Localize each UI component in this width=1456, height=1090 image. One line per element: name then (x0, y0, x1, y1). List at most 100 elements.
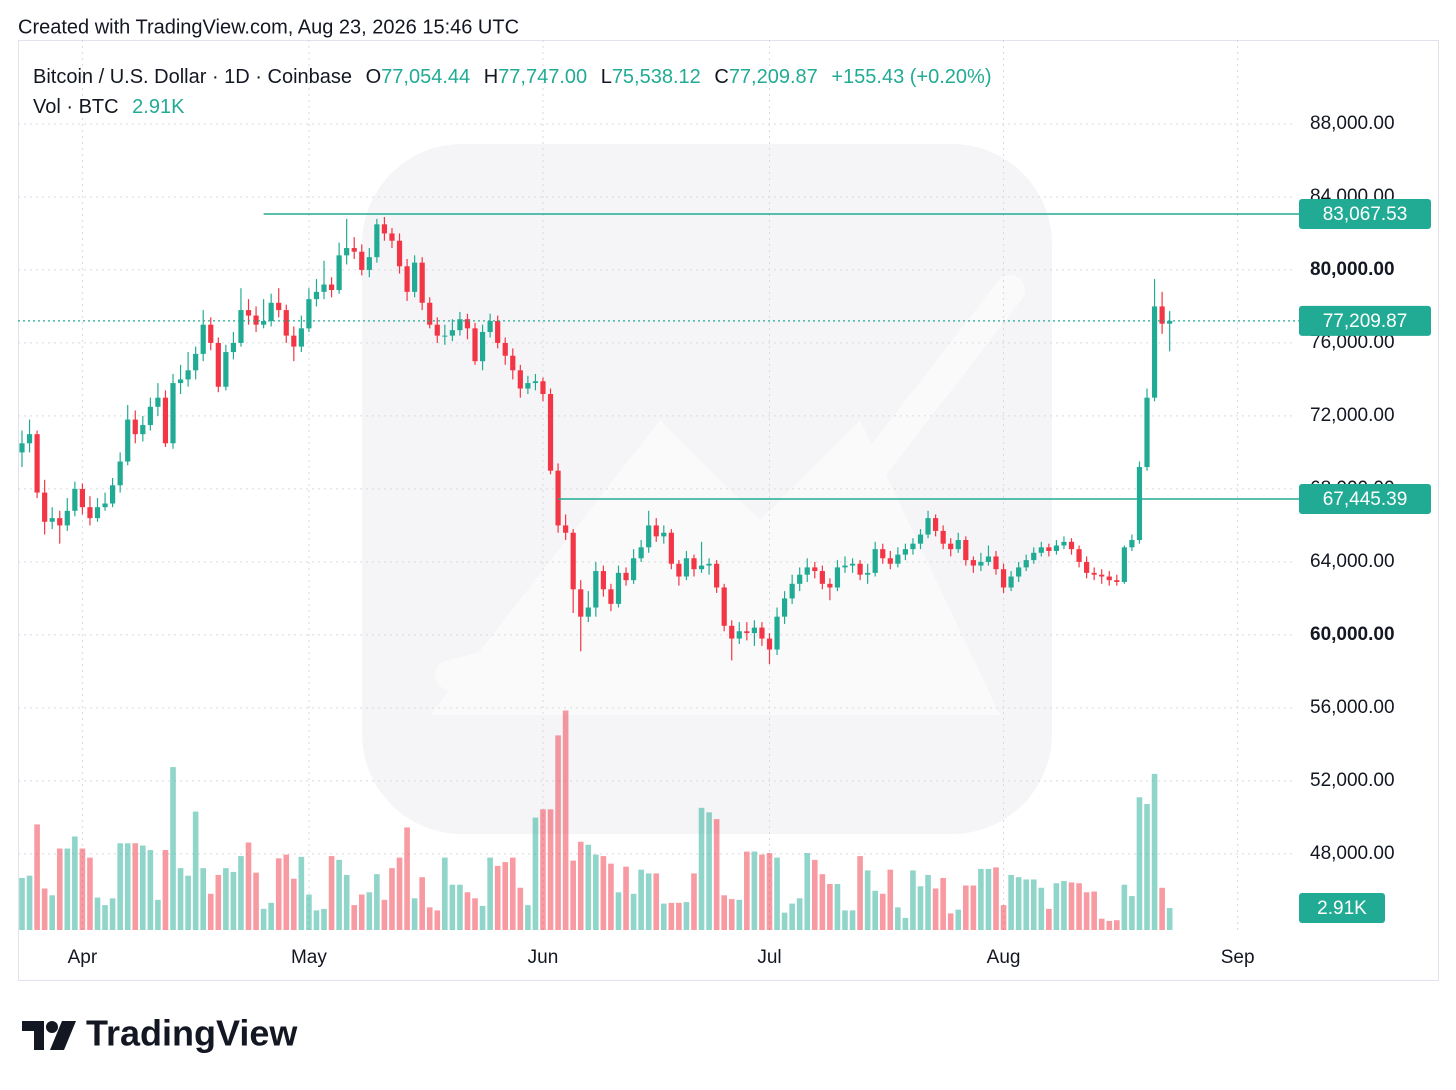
x-tick-label: May (291, 947, 327, 968)
candle-body (495, 321, 501, 343)
candle-body (1129, 540, 1135, 548)
candle-body (857, 563, 863, 575)
volume-bar (781, 912, 788, 930)
candle-body (177, 379, 184, 384)
volume-bar (1068, 882, 1075, 930)
candle-body (57, 518, 63, 526)
candle-body (1114, 580, 1120, 582)
volume-bar (34, 824, 40, 930)
volume-bar (766, 853, 773, 930)
candle-body (668, 532, 674, 564)
candle-body (917, 534, 924, 544)
candle-body (230, 342, 237, 353)
candle-body (1106, 576, 1112, 581)
candle-body (396, 240, 403, 267)
volume-bar (238, 856, 244, 930)
volume-legend: Vol · BTC 2.91K (33, 96, 185, 118)
volume-bar (857, 856, 863, 930)
volume-badge-label: 2.91K (1317, 898, 1367, 919)
volume-bar (811, 859, 818, 930)
candle-body (525, 383, 531, 389)
candle-body (313, 291, 320, 300)
volume-bar (532, 817, 539, 930)
volume-bar (1159, 887, 1165, 930)
volume-bar (426, 907, 433, 930)
candle-body (1076, 549, 1082, 562)
volume-bar (434, 910, 441, 930)
change: +155.43 (+0.20%) (831, 66, 991, 88)
field-value: 77,209.87 (729, 66, 818, 88)
candle-body (261, 321, 267, 325)
volume-bar (872, 890, 878, 930)
volume-bar (72, 836, 78, 930)
volume-bar (910, 870, 916, 930)
volume-bar (328, 856, 335, 930)
brand: TradingView (22, 1013, 298, 1054)
volume-bar (472, 898, 478, 930)
candle-body (729, 625, 735, 639)
volume-bar (306, 894, 312, 930)
volume-bar (1136, 797, 1143, 930)
volume-bar (864, 870, 871, 930)
volume-bar (268, 902, 274, 930)
candle-body (819, 571, 825, 584)
volume-bar (721, 895, 727, 930)
volume-bar (26, 875, 33, 930)
credit: Created with TradingView.com, Aug 23, 20… (18, 16, 519, 38)
candle-body (555, 470, 561, 526)
candle-body (215, 342, 221, 387)
candle-body (359, 251, 365, 270)
candle-body (1016, 567, 1022, 577)
volume-bar (1023, 879, 1030, 930)
volume-bar (102, 905, 108, 930)
volume-bar (540, 809, 546, 930)
volume-bar (479, 905, 486, 930)
volume-bar (525, 905, 531, 930)
volume-bar (494, 865, 501, 930)
candle-body (276, 302, 282, 311)
candle-body (789, 583, 795, 599)
volume-bar (56, 848, 63, 930)
volume-bar (562, 710, 569, 930)
candle-body (978, 561, 984, 566)
candle-body (442, 335, 448, 337)
candle-body (751, 627, 757, 634)
volume-bar (774, 857, 780, 930)
candle-body (147, 406, 153, 426)
volume-bar (985, 868, 992, 930)
volume-bar (683, 902, 690, 930)
volume-bar (660, 903, 667, 930)
candle-body (766, 638, 773, 650)
field-name: L (601, 66, 612, 88)
candle-body (306, 299, 312, 329)
y-tick-label: 64,000.00 (1310, 551, 1395, 572)
volume-bar (457, 884, 463, 930)
volume-bar (1046, 908, 1052, 930)
y-tick-label: 76,000.00 (1310, 332, 1395, 353)
volume-bar (615, 892, 622, 930)
volume-bar (895, 907, 901, 930)
volume-bar (200, 868, 207, 930)
candle-body (540, 381, 546, 395)
candle-body (487, 321, 493, 332)
candle-body (321, 284, 327, 292)
candle-body (245, 310, 252, 316)
candle-body (110, 485, 116, 504)
volume-bar (336, 859, 342, 930)
brand-name: TradingView (86, 1013, 298, 1054)
candle-body (1099, 574, 1105, 577)
volume-bar (963, 885, 969, 930)
volume-bar (600, 856, 607, 930)
volume-bar (117, 843, 123, 930)
volume-bar (706, 812, 712, 930)
volume-bar (759, 854, 765, 930)
volume-bar (751, 851, 758, 930)
horizontal-line-badge (1299, 198, 1431, 229)
volume-bar (645, 873, 652, 930)
volume-bar (728, 899, 735, 930)
candle-body (812, 567, 818, 572)
volume-bar (260, 908, 267, 930)
volume-bar (313, 910, 320, 930)
volume-bar (170, 767, 176, 930)
volume-bar (366, 892, 373, 930)
